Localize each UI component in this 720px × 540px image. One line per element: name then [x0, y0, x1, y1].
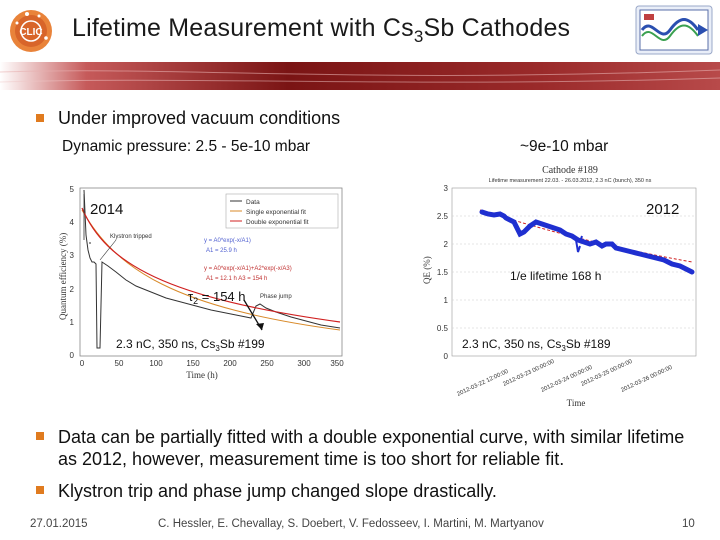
- left-xtick: 350: [330, 359, 344, 368]
- left-single-fit: [81, 209, 341, 331]
- phase-jump-label: Phase jump: [260, 294, 292, 300]
- clic-logo-icon: CLIC: [10, 10, 52, 52]
- right-year-label: 2012: [646, 201, 679, 218]
- left-ylabel: Quantum efficiency (%): [58, 233, 68, 320]
- left-legend-data: Data: [246, 199, 260, 206]
- right-plot-subtitle: Lifetime measurement 22.03. - 26.03.2012…: [489, 178, 652, 184]
- left-caption: 2.3 nC, 350 ns, Cs3Sb #199: [116, 337, 265, 353]
- left-xlabel: Time (h): [186, 370, 217, 380]
- left-xtick: 150: [186, 359, 200, 368]
- right-xlabel: Time: [567, 398, 586, 408]
- right-plot-title: Cathode #189: [542, 165, 598, 176]
- right-ytick: 0: [444, 352, 449, 361]
- right-ytick: 1: [444, 296, 449, 305]
- page-number: 10: [682, 518, 695, 530]
- right-ytick: 0.5: [437, 324, 449, 333]
- left-fit2-formula: y = A0*exp(-x/A1)+A2*exp(-x/A3): [204, 266, 292, 272]
- left-year-label: 2014: [90, 201, 123, 218]
- left-xtick: 250: [260, 359, 274, 368]
- right-ylabel: QE (%): [422, 256, 432, 284]
- header-band: [0, 62, 720, 90]
- left-plot-2014: Quantum efficiency (%) 5 4 3 2 1 0 0 50 …: [58, 185, 344, 380]
- left-xtick: 300: [297, 359, 311, 368]
- left-xtick: 0: [80, 359, 85, 368]
- lifetime-label: 1/e lifetime 168 h: [510, 269, 601, 283]
- left-ytick: 2: [70, 285, 75, 294]
- left-ytick: 5: [70, 185, 75, 194]
- right-ytick: 2.5: [437, 212, 449, 221]
- left-legend-single: Single exponential fit: [246, 209, 306, 216]
- bullet-marker: [36, 486, 44, 494]
- left-fit1-param: A1 = 25.9 h: [206, 248, 237, 254]
- left-ytick: 4: [70, 218, 75, 227]
- right-data-curve: [479, 209, 695, 275]
- right-xtick: 2012-03-26 00:00:00: [620, 365, 674, 394]
- left-xtick: 50: [115, 359, 124, 368]
- pressure-2012-label: ~9e-10 mbar: [520, 138, 609, 155]
- left-xtick: 200: [223, 359, 237, 368]
- right-ytick: 1.5: [437, 268, 449, 277]
- left-ytick: 1: [70, 318, 75, 327]
- left-double-fit: [81, 207, 341, 323]
- right-ytick: 2: [444, 240, 449, 249]
- svg-text:CLIC: CLIC: [19, 27, 42, 38]
- footer-date: 27.01.2015: [30, 518, 88, 530]
- tau-label: τ2 = 154 h: [188, 289, 246, 306]
- left-legend-double: Double exponential fit: [246, 219, 309, 226]
- right-xtick: 2012-03-23 00:00:00: [502, 359, 556, 388]
- right-xtick: 2012-03-25 00:00:00: [580, 359, 634, 388]
- bullet-marker: [36, 114, 44, 122]
- right-plot-2012: Cathode #189 Lifetime measurement 22.03.…: [422, 165, 697, 408]
- footer-authors: C. Hessler, E. Chevallay, S. Doebert, V.…: [158, 518, 544, 530]
- dynamic-pressure-label: Dynamic pressure: 2.5 - 5e-10 mbar: [62, 138, 311, 155]
- bullet-fit-note: Data can be partially fitted with a doub…: [58, 427, 685, 469]
- left-ytick: 3: [70, 251, 75, 260]
- left-ytick: 0: [70, 351, 75, 360]
- bullet-vacuum: Under improved vacuum conditions: [58, 108, 341, 128]
- page-title: Lifetime Measurement with Cs3Sb Cathodes: [72, 14, 571, 46]
- right-ytick: 3: [444, 184, 449, 193]
- left-data-curve: [83, 189, 341, 349]
- klystron-label: Klystron tripped: [110, 234, 152, 240]
- bullet-marker: [36, 432, 44, 440]
- left-fit2-param: A1 = 12.1 h A3 = 154 h: [206, 276, 267, 282]
- ctf-logo-icon: [635, 5, 713, 55]
- slide-header: CLIC Lifetime Measurement with Cs3Sb Cat…: [0, 0, 720, 62]
- right-caption: 2.3 nC, 350 ns, Cs3Sb #189: [462, 337, 611, 353]
- left-xtick: 100: [149, 359, 163, 368]
- bullet-klystron-note: Klystron trip and phase jump changed slo…: [58, 481, 497, 501]
- left-fit1-formula: y = A0*exp(-x/A1): [204, 238, 251, 244]
